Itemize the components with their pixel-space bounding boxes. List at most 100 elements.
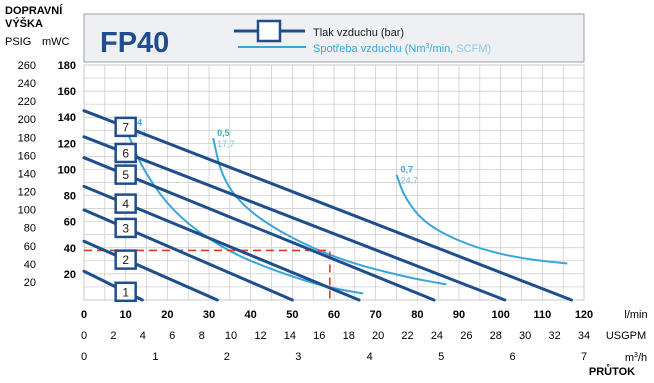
usgpm-tick-label: 0 [81, 330, 87, 342]
lmin-tick-label: 90 [453, 309, 465, 321]
psig-tick-label: 220 [18, 96, 36, 108]
usgpm-tick-label: 8 [199, 330, 205, 342]
pressure-line-label: 2 [122, 253, 129, 267]
m3h-tick-label: 6 [510, 351, 516, 363]
pressure-line [82, 109, 573, 302]
mwc-tick-label: 100 [58, 164, 76, 176]
head-axis-title-2: VÝŠKA [5, 17, 43, 30]
usgpm-tick-label: 20 [372, 330, 384, 342]
psig-tick-label: 260 [18, 60, 36, 72]
series-markers: 1 2 3 4 5 6 7 [114, 116, 137, 303]
usgpm-tick-label: 24 [431, 330, 443, 342]
m3h-tick-label: 1 [152, 351, 158, 363]
m3h-tick-label: 0 [81, 351, 87, 363]
m3h-tick-label: 7 [581, 351, 587, 363]
psig-tick-label: 240 [18, 78, 36, 90]
operating-point-guide [84, 249, 331, 300]
grid [83, 64, 585, 301]
usgpm-tick-label: 26 [460, 330, 472, 342]
lmin-tick-label: 100 [491, 309, 509, 321]
usgpm-tick-label: 14 [284, 330, 296, 342]
lmin-tick-label: 50 [286, 309, 298, 321]
mwc-tick-label: 80 [64, 191, 76, 203]
usgpm-tick-label: 6 [169, 330, 175, 342]
psig-tick-label: 80 [24, 223, 36, 235]
pressure-line-marker [114, 217, 137, 239]
pressure-line-label: 6 [122, 146, 129, 160]
usgpm-tick-label: 32 [548, 330, 560, 342]
psig-tick-label: 140 [18, 168, 36, 180]
legend-pressure-box-icon [256, 19, 282, 43]
psig-axis-label: PSIG [5, 36, 31, 48]
mwc-tick-label: 60 [64, 217, 76, 229]
mwc-tick-label: 40 [64, 243, 76, 255]
pressure-line-label: 1 [122, 285, 129, 299]
pressure-line-label: 3 [122, 221, 129, 235]
lmin-tick-label: 110 [533, 309, 551, 321]
pressure-line-marker [114, 281, 137, 303]
air-scfm-label: 24,7 [401, 176, 419, 186]
usgpm-tick-label: 22 [401, 330, 413, 342]
air-pressure-label: 0,5 [217, 128, 230, 138]
mwc-axis-label: mWC [42, 36, 70, 48]
head-axis-title-1: DOPRAVNÍ [5, 4, 63, 17]
lmin-tick-label: 30 [203, 309, 215, 321]
lmin-tick-label: 60 [328, 309, 340, 321]
chart-title: FP40 [100, 27, 169, 59]
air-pressure-label: 0,7 [401, 165, 414, 175]
psig-tick-label: 180 [18, 132, 36, 144]
pressure-line-marker [114, 164, 137, 185]
lmin-tick-label: 120 [575, 309, 593, 321]
usgpm-tick-label: 34 [578, 330, 590, 342]
m3h-tick-label: 2 [224, 351, 230, 363]
legend-pressure-label: Tlak vzduchu (bar) [313, 27, 404, 39]
usgpm-tick-label: 16 [313, 330, 325, 342]
pressure-line-marker [114, 142, 137, 164]
psig-tick-label: 40 [24, 259, 36, 271]
legend-consumption-label: Spotřeba vzduchu (Nm3/min, SCFM) [313, 43, 491, 55]
legend-box [83, 13, 585, 63]
air-scfm-label: 14,1 [130, 129, 148, 139]
pressure-line [82, 135, 507, 302]
psig-tick-label: 100 [18, 205, 36, 217]
usgpm-tick-label: 28 [490, 330, 502, 342]
pressure-line [82, 239, 219, 302]
mwc-tick-label: 120 [58, 138, 76, 150]
psig-tick-label: 200 [18, 114, 36, 126]
lmin-tick-label: 20 [161, 309, 173, 321]
psig-tick-label: 160 [18, 150, 36, 162]
lmin-tick-label: 70 [370, 309, 382, 321]
pressure-line-marker [114, 193, 137, 214]
pressure-line-marker [114, 116, 137, 138]
usgpm-tick-label: 30 [519, 330, 531, 342]
mwc-tick-label: 180 [58, 60, 76, 72]
lmin-tick-label: 10 [120, 309, 132, 321]
pressure-line-marker [114, 249, 137, 270]
mwc-tick-label: 20 [64, 269, 76, 281]
mwc-tick-label: 160 [58, 86, 76, 98]
psig-tick-label: 20 [24, 277, 36, 289]
air-consumption-curve [395, 174, 568, 265]
usgpm-tick-label: 10 [225, 330, 237, 342]
psig-tick-label: 120 [18, 187, 36, 199]
pressure-line-label: 4 [122, 197, 129, 211]
mwc-tick-label: 140 [58, 112, 76, 124]
usgpm-tick-label: 4 [140, 330, 146, 342]
m3h-tick-label: 4 [367, 351, 373, 363]
lmin-tick-label: 40 [245, 309, 257, 321]
lmin-tick-label: 0 [81, 309, 87, 321]
pressure-line [82, 156, 436, 302]
lmin-axis-label: l/min [624, 309, 647, 321]
m3h-tick-label: 5 [438, 351, 444, 363]
usgpm-tick-label: 18 [343, 330, 355, 342]
lmin-tick-label: 80 [411, 309, 423, 321]
usgpm-tick-label: 2 [110, 330, 116, 342]
air-consumption-curve [212, 137, 447, 286]
air-scfm-label: 17,7 [217, 139, 235, 149]
flow-axis-title: PRŮTOK [589, 364, 635, 378]
pressure-line-label: 5 [122, 168, 129, 182]
psig-tick-label: 60 [24, 241, 36, 253]
usgpm-tick-label: 12 [254, 330, 266, 342]
